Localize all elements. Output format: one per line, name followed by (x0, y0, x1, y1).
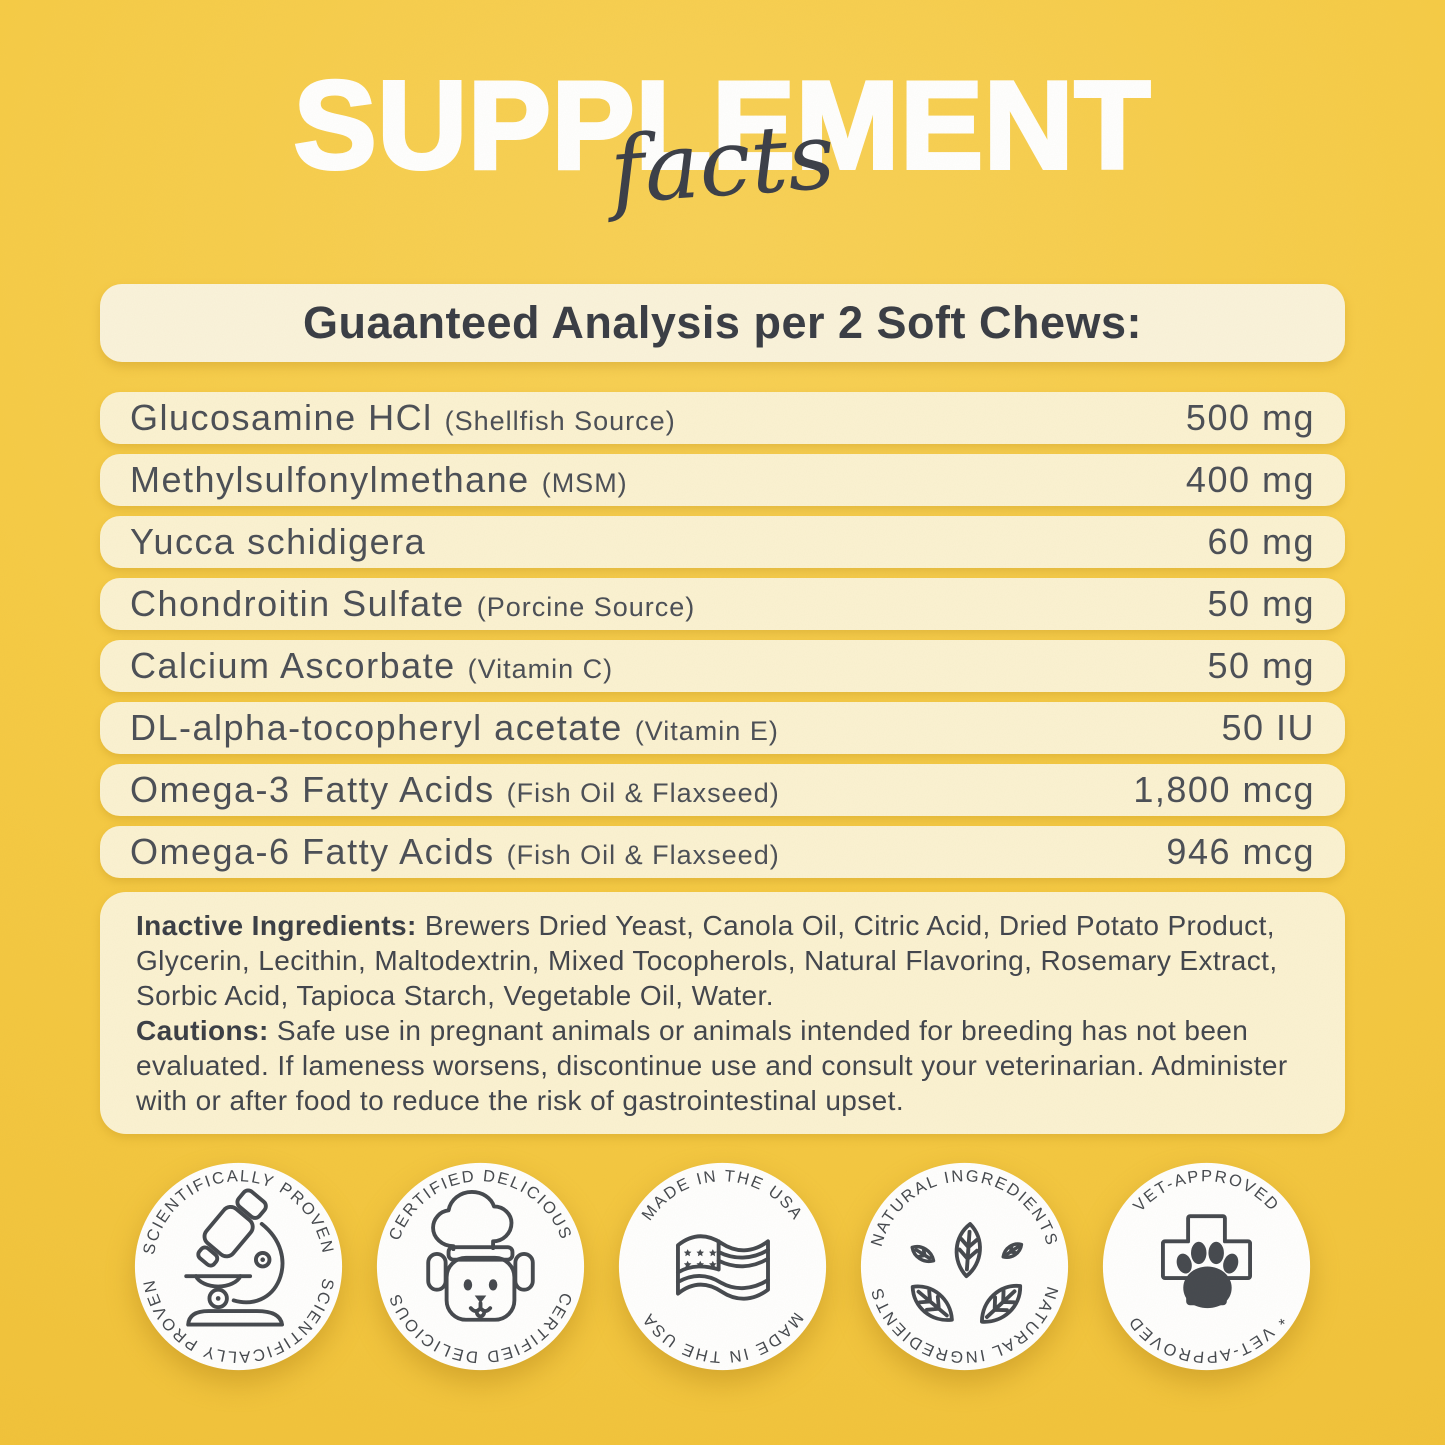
ingredient-amount: 50 mg (1207, 583, 1315, 624)
ingredient-name: Methylsulfonylmethane (130, 459, 530, 500)
badge-circle (860, 1162, 1069, 1371)
ingredient-name: Glucosamine HCl (130, 397, 433, 438)
ingredient-row-chondroitin: Chondroitin Sulfate (Porcine Source) 50 m… (100, 578, 1345, 630)
ingredient-row-omega3: Omega-3 Fatty Acids (Fish Oil & Flaxseed)… (100, 764, 1345, 816)
badge-made-in-usa: MADE IN THE USA MADE IN THE USA (618, 1162, 827, 1371)
ingredient-amount: 50 IU (1221, 707, 1315, 748)
ingredient-list: Glucosamine HCl (Shellfish Source) 500 mg… (100, 392, 1345, 878)
cautions-text: Safe use in pregnant animals or animals … (136, 1015, 1288, 1116)
ingredient-source: (Fish Oil & Flaxseed) (506, 840, 780, 870)
ingredient-source: (MSM) (541, 468, 628, 498)
ingredient-source: (Porcine Source) (476, 592, 696, 622)
ingredient-row-msm: Methylsulfonylmethane (MSM) 400 mg (100, 454, 1345, 506)
ingredient-amount: 50 mg (1207, 645, 1315, 686)
title-block: SUPPLEMENT facts (0, 0, 1445, 230)
ingredient-row-yucca: Yucca schidigera 60 mg (100, 516, 1345, 568)
ingredient-amount: 500 mg (1185, 397, 1315, 438)
badge-circle (618, 1162, 827, 1371)
ingredient-source: (Vitamin E) (634, 716, 779, 746)
inactive-ingredients-label: Inactive Ingredients: (136, 910, 417, 941)
ingredient-source: (Shellfish Source) (444, 406, 676, 436)
cautions-label: Cautions: (136, 1015, 269, 1046)
badge-row: SCIENTIFICALLY PROVEN SCIENTIFICALLY PRO… (0, 1160, 1445, 1373)
ingredient-name: Chondroitin Sulfate (130, 583, 465, 624)
badge-certified-delicious: CERTIFIED DELICIOUS CERTIFIED DELICIOUS (376, 1162, 585, 1371)
ingredient-name: Omega-3 Fatty Acids (130, 769, 495, 810)
guaranteed-analysis-header: Guaanteed Analysis per 2 Soft Chews: (100, 284, 1345, 362)
ingredient-row-glucosamine: Glucosamine HCl (Shellfish Source) 500 mg (100, 392, 1345, 444)
ingredient-name: Omega-6 Fatty Acids (130, 831, 495, 872)
ingredient-name: Yucca schidigera (130, 521, 427, 562)
ingredient-row-omega6: Omega-6 Fatty Acids (Fish Oil & Flaxseed)… (100, 826, 1345, 878)
badge-natural-ingredients: NATURAL INGREDIENTS NATURAL INGREDIENTS (860, 1162, 1069, 1371)
cautions: Cautions: Safe use in pregnant animals o… (136, 1013, 1309, 1118)
ingredient-name: Calcium Ascorbate (130, 645, 456, 686)
ingredient-source: (Fish Oil & Flaxseed) (506, 778, 780, 808)
guaranteed-analysis-text: Guaanteed Analysis per 2 Soft Chews: (302, 297, 1143, 348)
ingredient-amount: 400 mg (1185, 459, 1315, 500)
info-panel: Inactive Ingredients: Brewers Dried Yeas… (100, 892, 1345, 1134)
ingredient-source: (Vitamin C) (467, 654, 614, 684)
ingredient-row-vitamin-e: DL-alpha-tocopheryl acetate (Vitamin E) 5… (100, 702, 1345, 754)
ingredient-amount: 60 mg (1207, 521, 1315, 562)
badge-circle (1102, 1162, 1311, 1371)
badge-vet-approved: VET-APPROVED * VET-APPROVED (1102, 1162, 1311, 1371)
ingredient-row-calcium-ascorbate: Calcium Ascorbate (Vitamin C) 50 mg (100, 640, 1345, 692)
badge-scientifically-proven: SCIENTIFICALLY PROVEN SCIENTIFICALLY PRO… (134, 1162, 343, 1371)
ingredient-name: DL-alpha-tocopheryl acetate (130, 707, 623, 748)
inactive-ingredients: Inactive Ingredients: Brewers Dried Yeas… (136, 908, 1309, 1013)
ingredient-amount: 946 mcg (1166, 831, 1315, 872)
ingredient-amount: 1,800 mcg (1133, 769, 1315, 810)
badge-circle (134, 1162, 343, 1371)
